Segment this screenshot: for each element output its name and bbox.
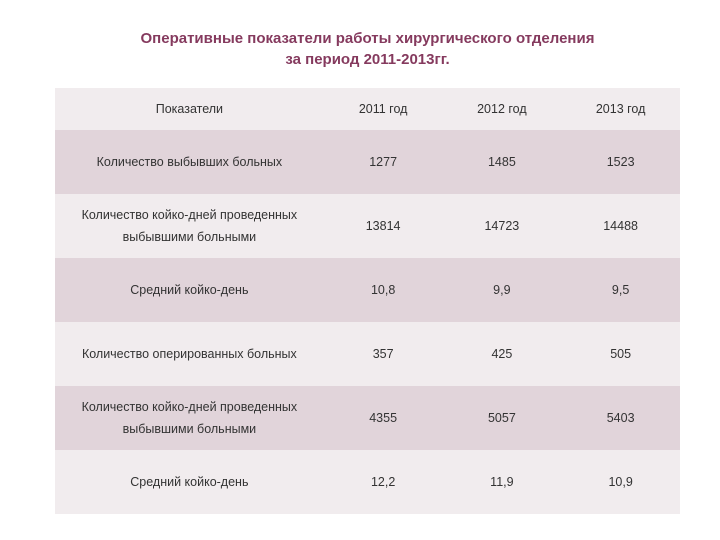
cell-2012: 11,9 (443, 450, 562, 514)
cell-2011: 10,8 (324, 258, 443, 322)
col-header-metric: Показатели (55, 88, 324, 130)
col-header-2013: 2013 год (561, 88, 680, 130)
cell-2013: 10,9 (561, 450, 680, 514)
cell-2011: 13814 (324, 194, 443, 258)
cell-2012: 1485 (443, 130, 562, 194)
table-row: Количество койко-дней проведенных выбывш… (55, 194, 680, 258)
cell-metric: Количество выбывших больных (55, 130, 324, 194)
cell-metric: Количество оперированных больных (55, 322, 324, 386)
cell-2011: 4355 (324, 386, 443, 450)
cell-2013: 1523 (561, 130, 680, 194)
col-header-2011: 2011 год (324, 88, 443, 130)
cell-2013: 5403 (561, 386, 680, 450)
cell-metric: Количество койко-дней проведенных выбывш… (55, 386, 324, 450)
cell-2012: 9,9 (443, 258, 562, 322)
cell-2013: 505 (561, 322, 680, 386)
cell-2011: 357 (324, 322, 443, 386)
table-row: Средний койко-день 10,8 9,9 9,5 (55, 258, 680, 322)
cell-2012: 14723 (443, 194, 562, 258)
cell-2012: 425 (443, 322, 562, 386)
cell-2013: 14488 (561, 194, 680, 258)
table-header-row: Показатели 2011 год 2012 год 2013 год (55, 88, 680, 130)
cell-2011: 1277 (324, 130, 443, 194)
table-row: Количество оперированных больных 357 425… (55, 322, 680, 386)
col-header-2012: 2012 год (443, 88, 562, 130)
cell-2013: 9,5 (561, 258, 680, 322)
slide: Оперативные показатели работы хирургичес… (0, 0, 720, 540)
table-row: Количество койко-дней проведенных выбывш… (55, 386, 680, 450)
indicators-table: Показатели 2011 год 2012 год 2013 год Ко… (55, 88, 680, 514)
slide-title: Оперативные показатели работы хирургичес… (55, 28, 680, 70)
cell-2012: 5057 (443, 386, 562, 450)
cell-2011: 12,2 (324, 450, 443, 514)
table-row: Средний койко-день 12,2 11,9 10,9 (55, 450, 680, 514)
title-line-2: за период 2011-2013гг. (285, 51, 449, 68)
cell-metric: Средний койко-день (55, 450, 324, 514)
title-line-1: Оперативные показатели работы хирургичес… (141, 30, 595, 47)
cell-metric: Количество койко-дней проведенных выбывш… (55, 194, 324, 258)
cell-metric: Средний койко-день (55, 258, 324, 322)
table-row: Количество выбывших больных 1277 1485 15… (55, 130, 680, 194)
